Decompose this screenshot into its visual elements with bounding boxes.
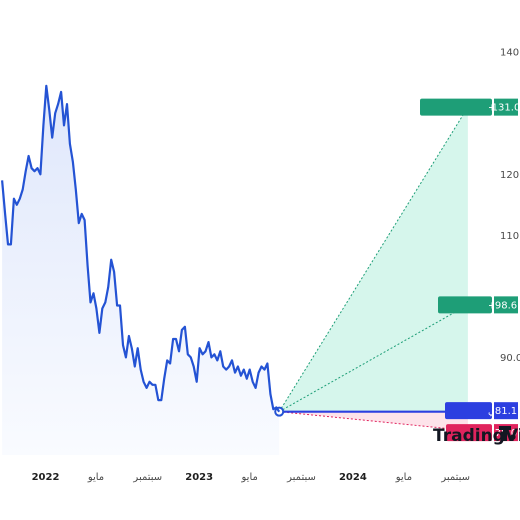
x-month-label: مايو: [87, 472, 104, 483]
x-year-label: 2024: [339, 472, 367, 483]
forecast-cone-lower: [279, 411, 468, 431]
logo-mark-dot: [510, 434, 516, 440]
x-month-label: مايو: [395, 472, 412, 483]
logo-wordmark: TradingView: [433, 426, 520, 446]
badge-avg-value: 98.6: [495, 300, 517, 311]
badge-avg: متوسط 21.61%+98.6: [438, 296, 520, 314]
badge-current-label-bg: [445, 402, 492, 420]
y-tick-label: 90.0: [500, 353, 520, 364]
badge-current: اشتراك الحالي81.1: [445, 402, 520, 420]
y-tick-label: 120.0: [500, 170, 520, 181]
x-month-label: سبتمبر: [132, 472, 162, 483]
badge-avg-value-bg: [494, 296, 518, 314]
tradingview-logo: TradingView: [433, 426, 520, 446]
x-year-label: 2022: [32, 472, 60, 483]
badge-max-label-bg: [420, 98, 492, 116]
price-line: [1, 84, 281, 413]
y-tick-label: 110.0: [500, 231, 520, 242]
badge-max-value-bg: [494, 98, 518, 116]
badge-avg-label-bg: [438, 296, 492, 314]
x-month-label: سبتمبر: [286, 472, 316, 483]
x-year-label: 2023: [185, 472, 213, 483]
forecast-avg-line: [278, 304, 469, 413]
x-month-label: سبتمبر: [440, 472, 470, 483]
badge-max: أقصى 61.53%+131.0: [420, 98, 520, 116]
badge-min-label-bg: [446, 424, 492, 442]
price-area-fill: [2, 85, 280, 456]
y-tick-label: 140.0: [500, 48, 520, 59]
x-month-label: مايو: [241, 472, 258, 483]
badge-max-value: 131.0: [492, 103, 520, 114]
badge-current-value-bg: [494, 402, 518, 420]
badge-current-value: 81.1: [495, 406, 517, 417]
logo-mark-stem: [503, 426, 507, 441]
